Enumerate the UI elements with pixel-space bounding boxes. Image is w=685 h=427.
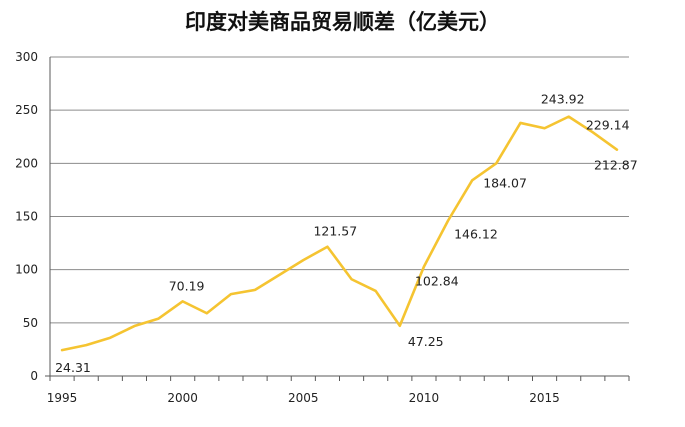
data-label-2009: 47.25 [408, 334, 444, 349]
chart-title: 印度对美商品贸易顺差（亿美元） [185, 10, 500, 34]
x-tick-label-2000: 2000 [167, 391, 198, 405]
data-label-2006: 121.57 [313, 224, 357, 239]
axes: 0 50 100 150 200 250 300 1995 2000 2005 2010 2015 [15, 50, 630, 405]
y-tick-label-200: 200 [15, 156, 38, 170]
series-line-0 [60, 115, 619, 352]
series [60, 115, 619, 352]
y-tick-label-50: 50 [23, 316, 38, 330]
x-tick-label-2005: 2005 [288, 391, 319, 405]
x-tick-label-1995: 1995 [47, 391, 78, 405]
y-tick-label-150: 150 [15, 210, 38, 224]
x-tick-label-2015: 2015 [529, 391, 560, 405]
data-label-2010: 102.84 [415, 274, 459, 289]
data-label-2011: 146.12 [454, 227, 498, 242]
data-label-2000: 70.19 [169, 278, 205, 293]
data-label-2017: 229.14 [586, 117, 630, 132]
y-tick-label-0: 0 [30, 369, 38, 383]
data-label-2018: 212.87 [594, 158, 638, 173]
data-label-1995: 24.31 [55, 360, 91, 375]
y-tick-label-300: 300 [15, 50, 38, 64]
data-label-2016: 243.92 [541, 92, 585, 107]
data-label-2012: 184.07 [483, 175, 527, 190]
y-tick-label-250: 250 [15, 103, 38, 117]
y-tick-label-100: 100 [15, 263, 38, 277]
data-labels: 24.31 70.19 121.57 47.25 102.84 146.12 184.07 2… [55, 92, 638, 376]
x-tick-label-2010: 2010 [409, 391, 440, 405]
